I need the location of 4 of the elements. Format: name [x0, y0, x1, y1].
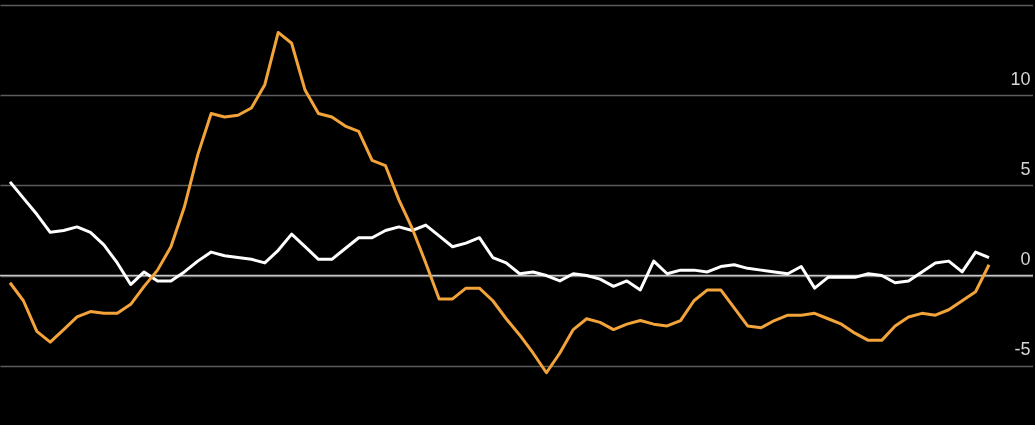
y-tick-label: 10	[1010, 68, 1031, 89]
y-tick-label: 5	[1020, 158, 1031, 179]
y-tick-label: 0	[1020, 249, 1031, 270]
y-tick-label: -5	[1014, 339, 1031, 360]
